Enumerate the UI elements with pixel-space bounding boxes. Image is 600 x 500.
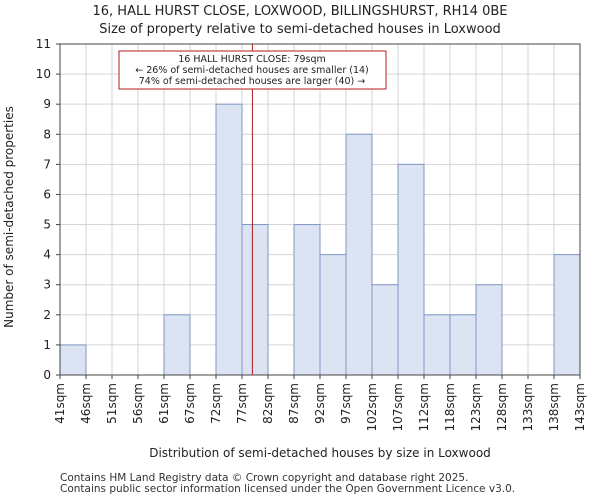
x-tick-label: 41sqm: [53, 383, 67, 424]
histogram-bar: [163, 314, 191, 376]
x-tick-label: 123sqm: [469, 383, 483, 431]
y-tick-label: 0: [43, 368, 51, 382]
x-tick-label: 138sqm: [547, 383, 561, 431]
x-tick-label: 67sqm: [183, 383, 197, 424]
histogram-bar: [371, 284, 399, 376]
x-tick-label: 102sqm: [365, 383, 379, 431]
x-tick-label: 133sqm: [521, 383, 535, 431]
histogram-bar: [449, 314, 477, 376]
x-tick-label: 61sqm: [157, 383, 171, 424]
chart-subtitle: Size of property relative to semi-detach…: [99, 22, 501, 37]
x-tick-label: 92sqm: [313, 383, 327, 424]
y-tick-label: 8: [43, 127, 51, 141]
y-ticks: 0 1 2 3 4 5 6 7 8 9 10 11: [36, 37, 60, 382]
histogram-bar: [319, 254, 347, 376]
x-tick-label: 51sqm: [105, 383, 119, 424]
histogram-bar: [293, 224, 321, 376]
x-tick-label: 56sqm: [131, 383, 145, 424]
y-tick-label: 7: [43, 157, 51, 171]
x-axis-label: Distribution of semi-detached houses by …: [149, 446, 491, 460]
histogram-bar: [59, 344, 87, 376]
annotation-line-1: 16 HALL HURST CLOSE: 79sqm: [178, 54, 326, 65]
y-tick-label: 2: [43, 308, 51, 322]
chart-title: 16, HALL HURST CLOSE, LOXWOOD, BILLINGSH…: [92, 4, 508, 19]
y-axis-label: Number of semi-detached properties: [2, 106, 16, 328]
histogram-bar: [553, 254, 581, 376]
x-tick-label: 97sqm: [339, 383, 353, 424]
x-tick-label: 72sqm: [209, 383, 223, 424]
annotation-line-2: ← 26% of semi-detached houses are smalle…: [135, 65, 369, 76]
histogram-bar: [397, 163, 425, 376]
y-tick-label: 1: [43, 338, 51, 352]
histogram-bar: [423, 314, 451, 376]
bars: [59, 103, 581, 376]
annotation-box: [118, 50, 387, 90]
y-tick-label: 11: [36, 37, 51, 51]
x-tick-label: 128sqm: [495, 383, 509, 431]
y-tick-label: 3: [43, 278, 51, 292]
x-tick-label: 82sqm: [261, 383, 275, 424]
histogram-bar: [345, 133, 373, 376]
y-tick-label: 4: [43, 248, 51, 262]
footer: Contains HM Land Registry data © Crown c…: [60, 473, 515, 495]
y-tick-label: 9: [43, 97, 51, 111]
chart-title-block: 16, HALL HURST CLOSE, LOXWOOD, BILLINGSH…: [0, 3, 600, 39]
footer-line-2: Contains public sector information licen…: [60, 483, 516, 495]
footer-line-1: Contains HM Land Registry data © Crown c…: [60, 472, 469, 484]
x-ticks: 41sqm 46sqm 51sqm 56sqm 61sqm 67sqm 72sqm 77sqm…: [53, 375, 587, 431]
x-tick-label: 107sqm: [391, 383, 405, 431]
annotation-line-3: 74% of semi-detached houses are larger (…: [139, 76, 366, 87]
y-tick-label: 6: [43, 187, 51, 201]
x-tick-label: 118sqm: [443, 383, 457, 431]
histogram-bar: [475, 284, 503, 376]
x-tick-label: 87sqm: [287, 383, 301, 424]
y-tick-label: 5: [43, 218, 51, 232]
y-tick-label: 10: [36, 67, 51, 81]
x-tick-label: 77sqm: [235, 383, 249, 424]
x-tick-label: 143sqm: [573, 383, 587, 431]
histogram-bar: [241, 224, 269, 376]
x-tick-label: 46sqm: [79, 383, 93, 424]
histogram-bar: [215, 103, 243, 376]
x-tick-label: 112sqm: [417, 383, 431, 431]
